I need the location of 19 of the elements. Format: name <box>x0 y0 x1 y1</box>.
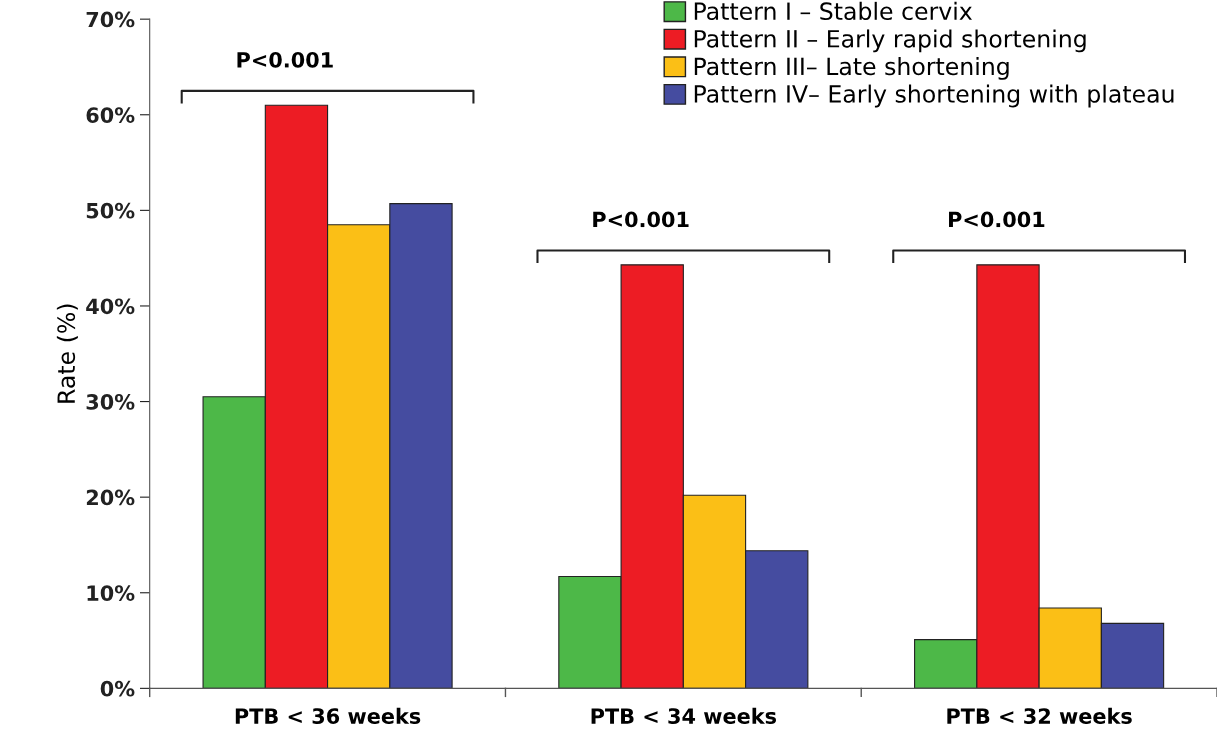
y-tick-label: 40% <box>86 298 135 315</box>
y-tick-label: 60% <box>86 107 135 123</box>
legend-label: Pattern III– Late shortening <box>694 57 1009 80</box>
x-tick-label: PTB < 32 weeks <box>947 707 1132 724</box>
y-tick-label: 50% <box>86 202 135 219</box>
y-tick-label: 0% <box>100 680 135 697</box>
x-tick-label: PTB < 34 weeks <box>591 707 777 724</box>
legend-label: Pattern I – Stable cervix <box>694 1 972 21</box>
legend-label: Pattern II – Early rapid shortening <box>694 29 1086 53</box>
y-tick-label: 10% <box>87 585 135 601</box>
legend-label: Pattern IV– Early shortening with plateau <box>694 84 1174 108</box>
y-tick-label: 30% <box>86 394 135 410</box>
y-tick-label: 20% <box>86 489 135 506</box>
x-tick-label: PTB < 36 weeks <box>235 707 421 724</box>
y-axis-title: Rate (%) <box>56 304 78 403</box>
annotation: P<0.001 <box>237 51 333 68</box>
y-tick-label: 70% <box>86 11 135 28</box>
annotation: P<0.001 <box>949 211 1045 228</box>
annotation: P<0.001 <box>593 211 689 228</box>
